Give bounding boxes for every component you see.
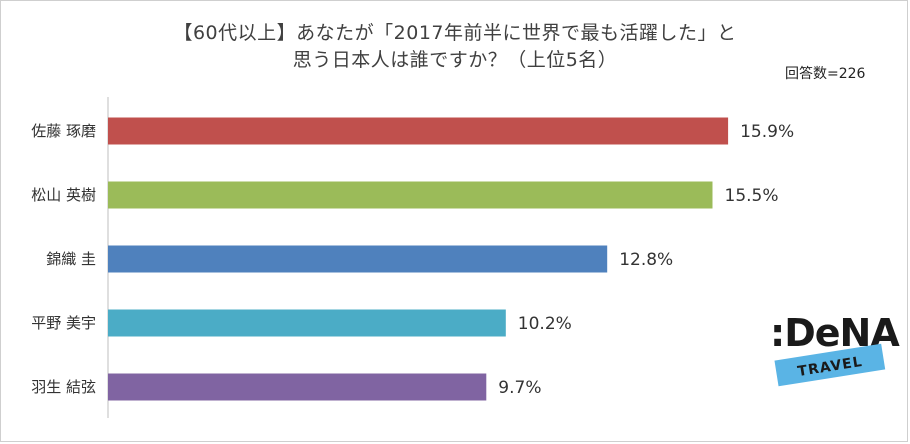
logo-band [774, 343, 886, 387]
value-label: 15.5% [725, 186, 779, 206]
value-label: 15.9% [740, 122, 794, 142]
chart-title-line1: 【60代以上】あなたが「2017年前半に世界で最も活躍した」と [173, 22, 737, 44]
category-label: 錦織 圭 [46, 250, 96, 268]
value-label: 12.8% [619, 250, 673, 270]
category-label: 松山 英樹 [31, 186, 96, 204]
respondent-count: 回答数=226 [785, 66, 866, 82]
value-label: 10.2% [518, 314, 572, 334]
bar-2 [108, 181, 713, 209]
chart-title-line2: 思う日本人は誰ですか？（上位5名） [292, 49, 618, 71]
bar-5 [108, 373, 487, 401]
bar-1 [108, 117, 729, 145]
bar-3 [108, 245, 608, 273]
category-label: 平野 美宇 [31, 314, 96, 332]
category-label: 佐藤 琢磨 [31, 122, 96, 140]
value-label: 9.7% [498, 378, 541, 398]
bar-4 [108, 309, 506, 337]
bars-group: 佐藤 琢磨 15.9% 松山 英樹 15.5% 錦織 圭 12.8% 平野 美宇 10.2% 羽… [31, 117, 794, 401]
category-label: 羽生 結弦 [31, 378, 96, 396]
